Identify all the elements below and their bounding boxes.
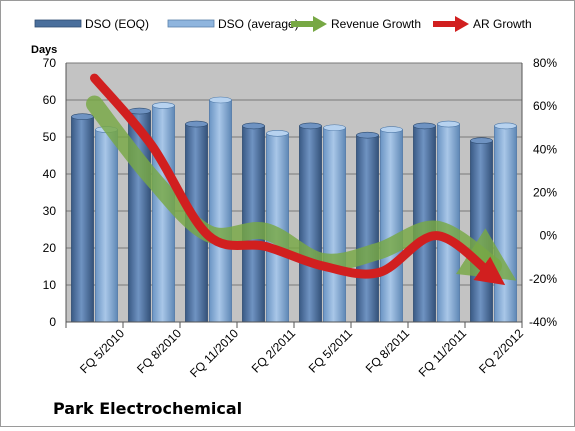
x-tick-label: FQ 2/2011 [249, 326, 299, 376]
x-tick-label: FQ 5/2010 [77, 326, 127, 376]
bar-dso-average [381, 130, 403, 322]
y2-tick-label: 40% [533, 142, 557, 156]
y-tick-label: 50 [43, 130, 57, 144]
bar-dso-eoq-top [72, 114, 94, 120]
x-tick-label: FQ 2/2012 [476, 326, 526, 376]
legend-item-ar-growth: AR Growth [433, 16, 532, 32]
bar-dso-eoq-top [186, 121, 208, 127]
y-tick-label: 10 [43, 278, 57, 292]
bar-dso-eoq-top [414, 123, 436, 129]
bar-dso-eoq [300, 126, 322, 322]
bar-dso-eoq [72, 117, 94, 322]
bar-dso-average [210, 100, 232, 322]
legend: DSO (EOQ) DSO (average) Revenue Growth A… [35, 16, 532, 32]
y-tick-label: 20 [43, 241, 57, 255]
x-tick-label: FQ 11/2010 [187, 326, 241, 380]
bar-dso-average-top [324, 125, 346, 131]
bar-dso-average-top [153, 103, 175, 109]
bar-dso-eoq-top [471, 138, 493, 144]
bar-dso-eoq-top [129, 108, 151, 114]
legend-item-dso-eoq: DSO (EOQ) [35, 17, 149, 31]
bar-dso-average-top [495, 123, 517, 129]
bar-dso-average [324, 128, 346, 322]
y2-tick-label: -40% [529, 315, 557, 329]
y2-tick-label: -20% [529, 272, 557, 286]
legend-swatch-dso-eoq [35, 20, 81, 27]
legend-label-revenue-growth: Revenue Growth [331, 17, 421, 31]
bar-dso-eoq [471, 141, 493, 322]
bar-dso-average-top [210, 97, 232, 103]
bar-dso-average-top [438, 121, 460, 127]
y-tick-label: 40 [43, 167, 57, 181]
legend-arrow-revenue-growth [313, 16, 327, 32]
x-tick-label: FQ 5/2011 [306, 326, 356, 376]
bar-dso-eoq [357, 135, 379, 322]
y-axis-title: Days [31, 44, 57, 56]
x-tick-label: FQ 8/2011 [363, 326, 413, 376]
legend-swatch-dso-average [168, 20, 214, 27]
y2-tick-label: 80% [533, 56, 557, 70]
bar-dso-average [153, 106, 175, 322]
x-tick-label: FQ 11/2011 [416, 326, 470, 380]
y-tick-label: 0 [49, 315, 56, 329]
bar-dso-average [96, 130, 118, 322]
bar-dso-average-top [267, 130, 289, 136]
bar-dso-eoq-top [243, 123, 265, 129]
legend-arrow-ar-growth [455, 16, 469, 32]
x-tick-label: FQ 8/2010 [134, 326, 184, 376]
y2-tick-label: 20% [533, 186, 557, 200]
y-tick-label: 30 [43, 204, 57, 218]
legend-item-revenue-growth: Revenue Growth [291, 16, 421, 32]
y2-tick-label: 60% [533, 99, 557, 113]
y-tick-label: 60 [43, 93, 57, 107]
legend-label-dso-average: DSO (average) [218, 17, 299, 31]
bar-dso-eoq-top [357, 132, 379, 138]
company-name: Park Electrochemical [53, 399, 242, 418]
bar-dso-average-top [381, 127, 403, 133]
legend-label-dso-eoq: DSO (EOQ) [85, 17, 149, 31]
bar-dso-average [495, 126, 517, 322]
legend-label-ar-growth: AR Growth [473, 17, 532, 31]
y-tick-label: 70 [43, 56, 57, 70]
y2-tick-label: 0% [540, 229, 558, 243]
legend-item-dso-average: DSO (average) [168, 17, 299, 31]
bar-dso-eoq-top [300, 123, 322, 129]
